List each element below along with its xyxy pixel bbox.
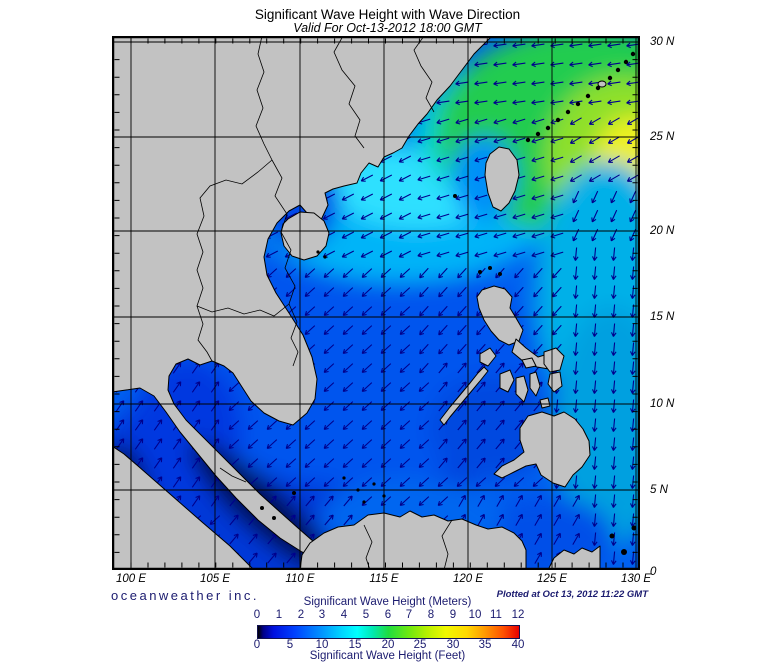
legend-title-feet: Significant Wave Height (Feet)	[309, 650, 466, 662]
land-panay	[499, 369, 515, 393]
land-masbate	[521, 357, 537, 369]
lon-label-5: 120 E	[452, 573, 484, 585]
feet-tick-40: 40	[511, 639, 525, 651]
country-borders	[196, 36, 453, 570]
feet-tick-30: 30	[446, 639, 460, 651]
feet-tick-15: 15	[348, 639, 362, 651]
meters-tick-6: 6	[384, 609, 392, 621]
lat-label-3: 20 N	[650, 225, 675, 237]
lat-label-5: 10 N	[650, 398, 675, 410]
map-frame	[112, 36, 640, 570]
lat-label-7: 0	[650, 566, 657, 578]
meters-tick-5: 5	[362, 609, 370, 621]
lon-label-6: 125 E	[536, 573, 568, 585]
feet-tick-0: 0	[253, 639, 261, 651]
meters-tick-7: 7	[405, 609, 413, 621]
feet-tick-10: 10	[315, 639, 329, 651]
feet-tick-35: 35	[478, 639, 492, 651]
landmasses	[112, 36, 607, 570]
land-luzon	[476, 285, 524, 346]
land-mindoro	[479, 347, 497, 367]
land-cebu	[529, 371, 541, 397]
oceanweather-branding: oceanweather inc.	[111, 588, 260, 603]
meters-tick-0: 0	[253, 609, 261, 621]
meters-tick-3: 3	[318, 609, 326, 621]
colorbar-gradient	[257, 625, 520, 639]
wave-height-map	[112, 36, 640, 570]
feet-tick-5: 5	[286, 639, 294, 651]
feet-tick-25: 25	[413, 639, 427, 651]
lat-label-1: 30 N	[650, 36, 675, 48]
lat-label-4: 15 N	[650, 311, 675, 323]
land-leyte	[547, 371, 563, 393]
meters-tick-9: 9	[449, 609, 457, 621]
land-taiwan	[484, 146, 520, 212]
lat-label-6: 5 N	[650, 484, 668, 496]
meters-tick-1: 1	[275, 609, 283, 621]
lon-label-7: 130 E	[620, 573, 652, 585]
land-palawan	[439, 366, 489, 426]
meters-tick-12: 12	[511, 609, 525, 621]
plotted-timestamp: Plotted at Oct 13, 2012 11:22 GMT	[496, 589, 648, 600]
lon-label-3: 110 E	[285, 573, 315, 585]
lon-label-4: 115 E	[369, 573, 399, 585]
land-borneo	[299, 510, 527, 570]
land-mainland-asia	[112, 36, 493, 561]
feet-tick-20: 20	[381, 639, 395, 651]
lon-label-2: 105 E	[199, 573, 231, 585]
land-sulawesi	[547, 545, 601, 570]
meters-tick-11: 11	[490, 609, 502, 621]
meters-tick-2: 2	[297, 609, 305, 621]
lat-label-2: 25 N	[650, 131, 675, 143]
land-negros	[515, 375, 529, 403]
valid-time-subtitle: Valid For Oct-13-2012 18:00 GMT	[293, 21, 482, 35]
land-hainan	[280, 211, 330, 261]
legend-title-meters: Significant Wave Height (Meters)	[303, 596, 472, 608]
land-okinawa	[597, 80, 607, 88]
land-bohol	[539, 397, 551, 409]
degree-tick-marks	[114, 38, 638, 568]
land-samar	[543, 347, 565, 373]
chart-title: Significant Wave Height with Wave Direct…	[254, 7, 521, 22]
small-islands	[260, 51, 637, 555]
meters-tick-8: 8	[427, 609, 435, 621]
land-mindanao	[493, 411, 591, 488]
meters-tick-4: 4	[340, 609, 348, 621]
meters-tick-10: 10	[468, 609, 482, 621]
graticule	[112, 36, 640, 570]
lon-label-1: 100 E	[115, 573, 147, 585]
